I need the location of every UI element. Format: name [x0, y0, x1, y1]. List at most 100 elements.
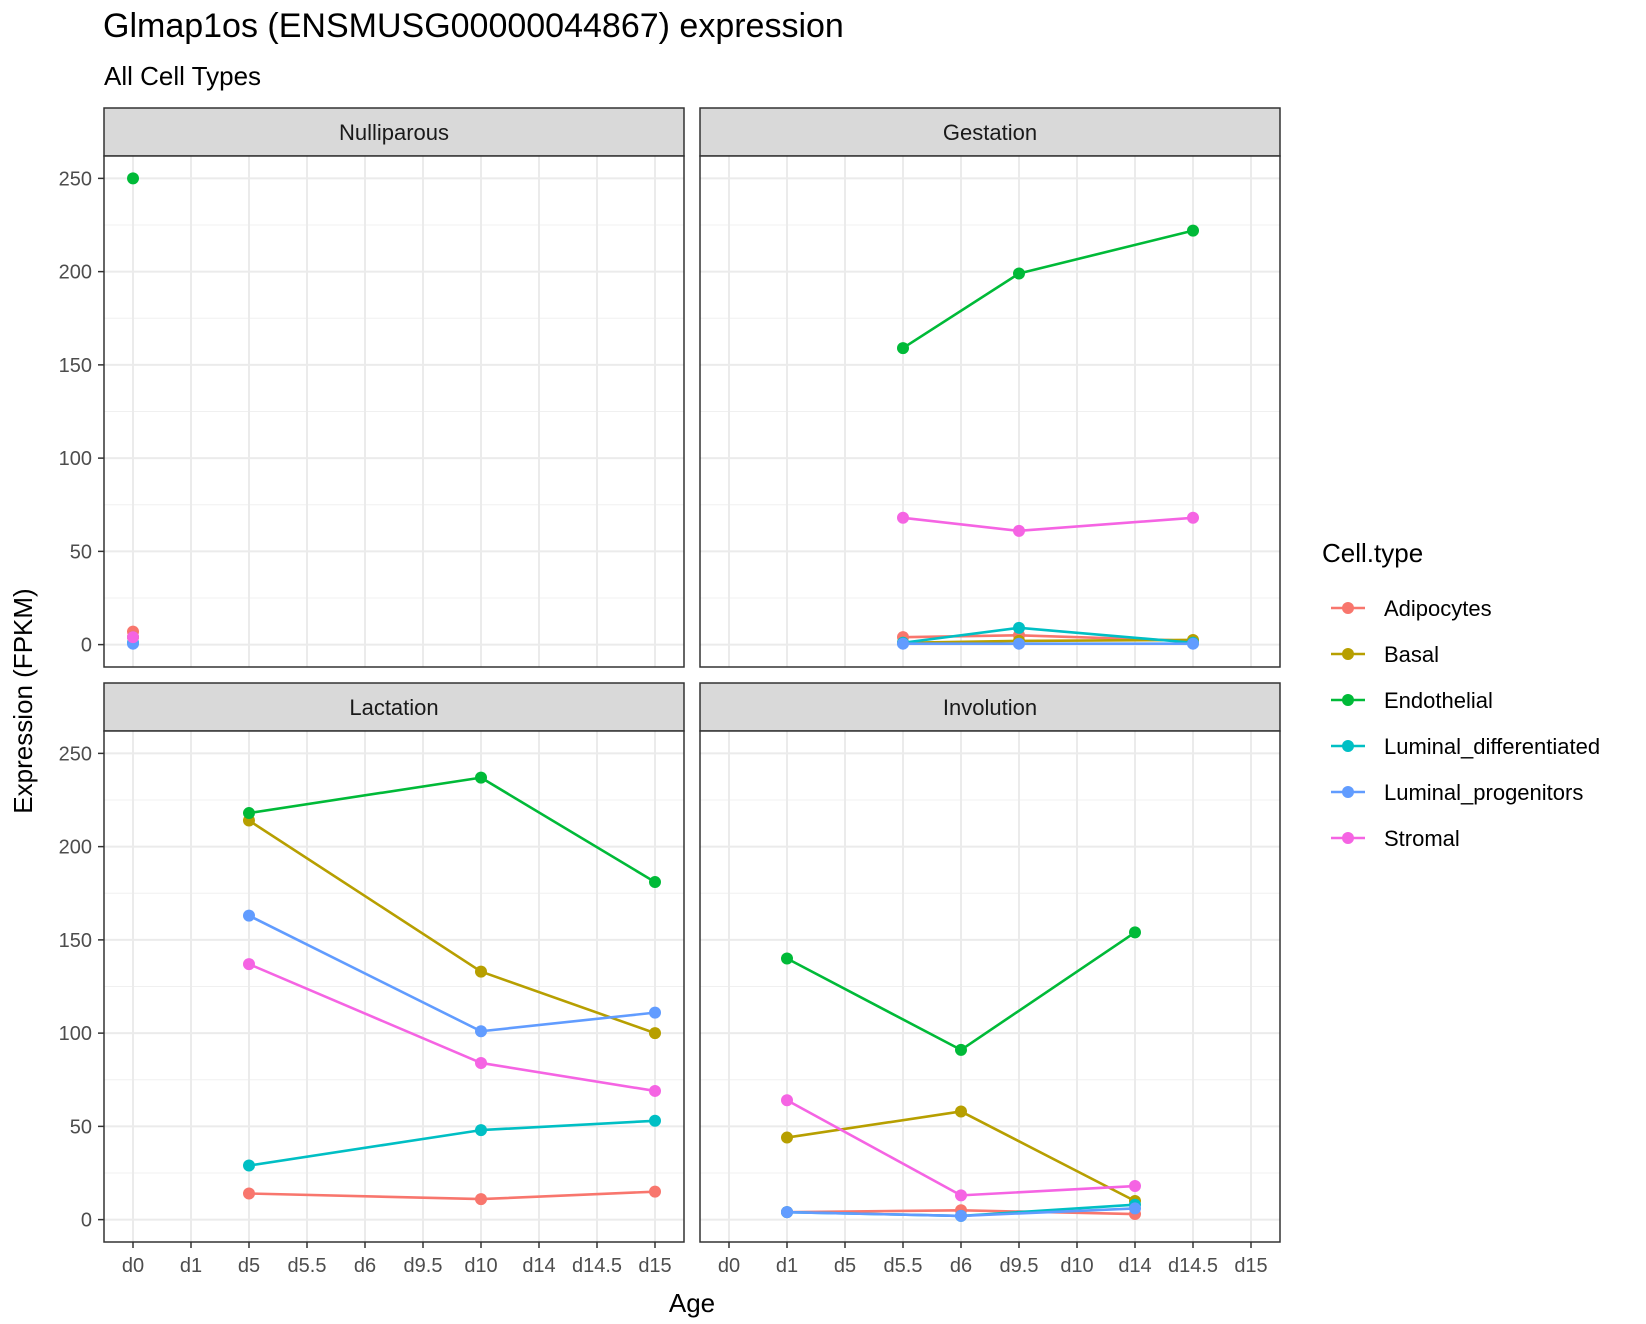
data-point-endothelial: [1129, 926, 1141, 939]
legend-item-luminal-progenitors: Luminal_progenitors: [1331, 780, 1583, 805]
series-stromal: [781, 1094, 1141, 1202]
panel-border: [103, 730, 685, 1243]
x-tick-label: d0: [122, 1255, 144, 1277]
y-tick-label: 0: [81, 1210, 92, 1232]
chart-title: Glmap1os (ENSMUSG00000044867) expression: [103, 7, 844, 45]
y-tick-label: 100: [59, 448, 92, 470]
panel-border: [699, 730, 1281, 1243]
strip-label-involution: Involution: [943, 695, 1037, 720]
y-tick-label: 250: [59, 168, 92, 190]
legend-label: Basal: [1384, 642, 1439, 667]
data-point-stromal: [897, 511, 909, 524]
series-luminal-progenitors: [243, 909, 661, 1038]
legend-item-stromal: Stromal: [1331, 826, 1460, 851]
legend-label: Luminal_differentiated: [1384, 734, 1600, 759]
panel-border: [699, 155, 1281, 668]
series-luminal-differentiated: [243, 1114, 661, 1172]
data-point-endothelial: [1187, 224, 1199, 237]
data-point-luminal-differentiated: [243, 1159, 255, 1172]
series-stromal: [243, 958, 661, 1097]
data-point-adipocytes: [475, 1193, 487, 1206]
data-point-stromal: [1129, 1180, 1141, 1193]
y-tick-label: 100: [59, 1023, 92, 1045]
series-basal: [243, 814, 661, 1040]
y-tick-label: 150: [59, 930, 92, 952]
data-point-endothelial: [475, 771, 487, 784]
y-axis-title: Expression (FPKM): [8, 588, 38, 813]
data-point-stromal: [955, 1189, 967, 1202]
data-point-basal: [649, 1027, 661, 1040]
series-stromal: [127, 631, 139, 644]
panel-nulliparous: Nulliparous 0 50 100 150 200 250: [59, 107, 685, 668]
data-point-endothelial: [897, 342, 909, 355]
x-tick-label: d1: [776, 1255, 798, 1277]
data-point-endothelial: [955, 1043, 967, 1056]
legend-label: Stromal: [1384, 826, 1460, 851]
legend-key-point: [1342, 786, 1354, 798]
data-point-luminal-progenitors: [1013, 637, 1025, 650]
legend-key-point: [1342, 648, 1354, 660]
x-tick-label: d6: [950, 1255, 972, 1277]
y-tick-label: 200: [59, 837, 92, 859]
x-tick-label: d10: [464, 1255, 497, 1277]
data-point-basal: [955, 1105, 967, 1118]
data-point-luminal-progenitors: [781, 1206, 793, 1219]
x-tick-label: d14.5: [1168, 1255, 1218, 1277]
x-tick-label: d14: [522, 1255, 555, 1277]
data-point-endothelial: [649, 876, 661, 889]
strip-label-lactation: Lactation: [349, 695, 438, 720]
data-point-endothelial: [1013, 267, 1025, 280]
legend-item-adipocytes: Adipocytes: [1331, 596, 1492, 621]
strip-label-nulliparous: Nulliparous: [339, 120, 449, 145]
x-tick-label: d1: [180, 1255, 202, 1277]
data-point-stromal: [127, 631, 139, 644]
x-tick-label: d5.5: [884, 1255, 923, 1277]
x-tick-label: d10: [1060, 1255, 1093, 1277]
panel-border: [103, 155, 685, 668]
data-point-luminal-progenitors: [475, 1025, 487, 1038]
data-point-luminal-differentiated: [649, 1114, 661, 1127]
series-luminal-progenitors: [781, 1202, 1141, 1222]
legend: Cell.type Adipocytes Basal Endothelial Lumi…: [1322, 538, 1600, 851]
panel-lactation: Lactation 0 50 100 150 200 250 d0 d1 d5 d5.5 d6 d9.5…: [59, 682, 685, 1277]
data-point-luminal-differentiated: [1013, 621, 1025, 634]
y-tick-label: 50: [70, 541, 92, 563]
data-point-luminal-progenitors: [1129, 1202, 1141, 1215]
x-tick-label: d9.5: [404, 1255, 443, 1277]
data-point-stromal: [1013, 524, 1025, 537]
legend-label: Luminal_progenitors: [1384, 780, 1583, 805]
x-tick-label: d15: [638, 1255, 671, 1277]
panel-gestation: Gestation: [699, 107, 1281, 668]
strip-nulliparous: [103, 107, 685, 157]
data-point-endothelial: [127, 172, 139, 185]
series-stromal: [897, 511, 1199, 537]
y-tick-label: 250: [59, 743, 92, 765]
panel-involution: Involution d0 d1 d5 d5.5 d6 d9.5 d10 d14 d14.5 d15: [699, 682, 1281, 1277]
data-point-stromal: [781, 1094, 793, 1107]
x-tick-label: d14: [1118, 1255, 1151, 1277]
data-point-luminal-progenitors: [649, 1006, 661, 1019]
legend-item-endothelial: Endothelial: [1331, 688, 1493, 713]
legend-item-luminal-differentiated: Luminal_differentiated: [1331, 734, 1600, 759]
x-tick-label: d14.5: [572, 1255, 622, 1277]
series-adipocytes: [243, 1185, 661, 1206]
legend-label: Endothelial: [1384, 688, 1493, 713]
facet-panels: Nulliparous 0 50 100 150 200 250 Gestation Lacta…: [59, 107, 1281, 1277]
data-point-adipocytes: [243, 1187, 255, 1200]
y-tick-label: 150: [59, 355, 92, 377]
data-point-luminal-progenitors: [955, 1209, 967, 1222]
strip-gestation: [699, 107, 1281, 157]
x-tick-label: d9.5: [1000, 1255, 1039, 1277]
x-axis-title: Age: [669, 1288, 715, 1318]
data-point-stromal: [1187, 511, 1199, 524]
legend-key-point: [1342, 694, 1354, 706]
chart-subtitle: All Cell Types: [104, 61, 261, 91]
series-luminal-progenitors: [897, 637, 1199, 650]
x-tick-label: d5: [238, 1255, 260, 1277]
legend-key-point: [1342, 740, 1354, 752]
data-point-basal: [781, 1131, 793, 1144]
x-tick-label: d5: [834, 1255, 856, 1277]
x-tick-label: d0: [718, 1255, 740, 1277]
data-point-luminal-progenitors: [897, 637, 909, 650]
